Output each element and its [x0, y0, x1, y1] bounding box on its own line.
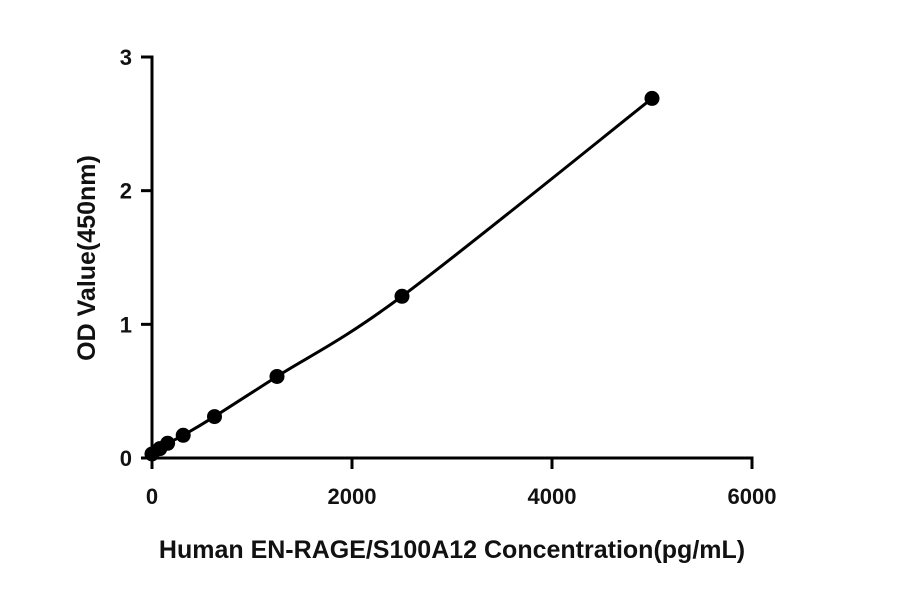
data-point: [394, 288, 410, 304]
fit-curve: [151, 97, 653, 456]
x-tick-label: 6000: [728, 484, 777, 509]
data-point: [644, 90, 660, 106]
x-tick-label: 0: [146, 484, 158, 509]
y-tick-label: 3: [120, 45, 132, 70]
fit-curve-layer: [151, 97, 653, 456]
y-axis-title: OD Value(450nm): [73, 155, 101, 361]
ticks: 0 1 2 3 0 2000 4000 6000: [120, 45, 777, 509]
axes: [150, 55, 754, 460]
x-axis-title: Human EN-RAGE/S100A12 Concentration(pg/m…: [159, 536, 745, 564]
y-tick-label: 1: [120, 312, 132, 337]
data-point: [207, 409, 222, 425]
x-tick-label: 2000: [328, 484, 377, 509]
data-points: [144, 90, 660, 462]
y-tick-label: 0: [120, 446, 132, 471]
data-point: [269, 368, 285, 384]
x-tick-label: 4000: [528, 484, 577, 509]
data-point: [175, 427, 191, 443]
y-tick-label: 2: [120, 179, 132, 204]
data-point: [160, 435, 176, 451]
